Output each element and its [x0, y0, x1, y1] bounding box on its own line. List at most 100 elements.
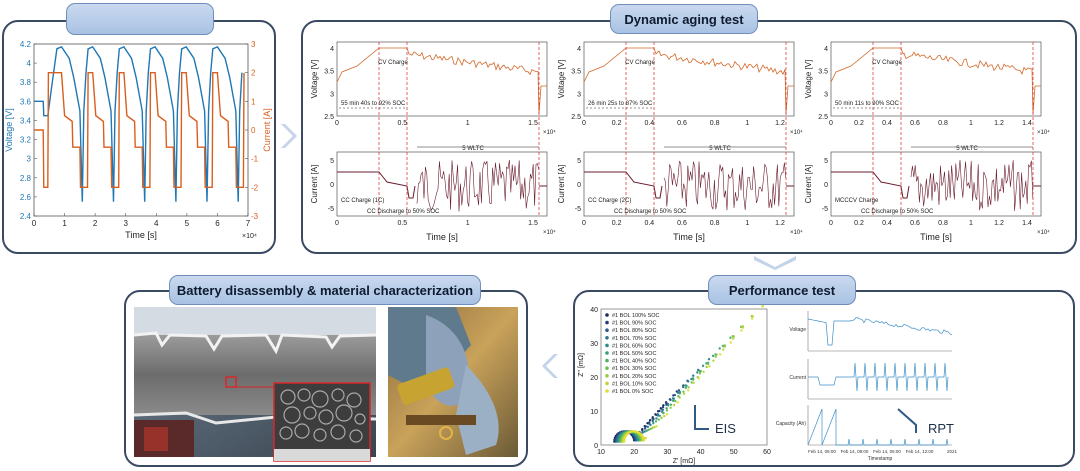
- aging-vx-tick-label: 1.2: [994, 120, 1004, 127]
- eis-data-point: [718, 347, 721, 350]
- rpt-tag: RPT: [928, 421, 954, 436]
- rpt-row-label: Capacity (Ah): [776, 421, 806, 427]
- eis-x-tick-label: 10: [597, 449, 605, 456]
- eis-legend-marker: [605, 381, 609, 386]
- eis-data-point: [711, 354, 715, 358]
- eis-data-point: [684, 386, 687, 390]
- aging-cc-discharge-label: CC Discharge to 50% SOC: [861, 209, 934, 215]
- aging-vx-tick-label: 0: [582, 120, 586, 127]
- eis-data-point: [655, 417, 658, 420]
- aging-cx-tick-label: 1.2: [775, 220, 785, 227]
- aging-test-1: Voltage [V]Current [A]43.532.550-5000.50…: [310, 41, 556, 242]
- sem-inset-image: [273, 382, 371, 462]
- aging-c-tick-label: 5: [824, 158, 828, 165]
- profile-x-tick-label: 7: [246, 219, 251, 228]
- eis-data-point: [669, 403, 673, 406]
- aging-vx-tick-label: 0.8: [938, 120, 948, 127]
- rpt-x-tick-label: Feb 14, 06:00: [808, 449, 836, 454]
- eis-data-point: [682, 390, 685, 393]
- eis-y-tick-label: 10: [590, 409, 598, 416]
- eis-data-point: [658, 414, 662, 417]
- arrow-down-icon: [754, 256, 796, 270]
- aging-v-tick-label: 3: [330, 91, 334, 98]
- profile-left-tick-label: 3.6: [20, 97, 32, 106]
- eis-data-point: [646, 425, 649, 428]
- eis-legend-label: #1 BOL 30% SOC: [612, 366, 656, 372]
- aging-v-tick-label: 2.5: [571, 114, 581, 121]
- eis-legend-marker: [605, 313, 609, 317]
- eis-data-point: [692, 381, 695, 384]
- aging-x-multiplier: ×10⁴: [543, 129, 556, 136]
- aging-voltage-frame: [336, 41, 548, 117]
- profile-left-tick-label: 3.4: [20, 116, 32, 125]
- eis-data-point: [661, 405, 665, 409]
- eis-data-point: [662, 411, 665, 415]
- aging-c-tick-label: 0: [330, 182, 334, 189]
- profile-ylabel-right: Current [A]: [262, 108, 272, 152]
- eis-data-point: [660, 416, 663, 420]
- eis-legend-label: #1 BOL 100% SOC: [612, 313, 660, 319]
- aging-wltc-label: 5 WLTC: [956, 146, 978, 152]
- eis-tag: EIS: [715, 421, 736, 436]
- current-series-line: [34, 72, 245, 189]
- aging-charge-time-label: 50 min 11s to 90% SOC: [835, 101, 900, 107]
- aging-current-frame: [830, 151, 1042, 217]
- disassembly-photo: [388, 307, 518, 457]
- aging-cx-tick-label: 0.8: [710, 220, 720, 227]
- eis-data-point: [732, 335, 735, 338]
- eis-data-point: [669, 398, 672, 402]
- eis-legend-marker: [605, 328, 609, 332]
- eis-data-point: [654, 420, 658, 423]
- eis-data-point: [677, 389, 681, 392]
- eis-data-point: [642, 439, 646, 442]
- eis-legend-marker: [605, 351, 609, 355]
- eis-data-point: [665, 413, 669, 416]
- aging-cc-discharge-label: CC Discharge to 50% SOC: [367, 209, 440, 215]
- aging-current-ylabel: Current [A]: [804, 165, 813, 204]
- eis-legend-marker: [605, 366, 609, 370]
- eis-legend-label: #1 BOL 0% SOC: [612, 389, 653, 395]
- profile-right-tick-label: 1: [251, 97, 256, 106]
- aging-cx-tick-label: 0.4: [644, 220, 654, 227]
- eis-data-point: [643, 430, 646, 433]
- eis-y-tick-label: 20: [590, 375, 598, 382]
- aging-cv-label: CV Charge: [625, 60, 655, 66]
- performance-panel: [573, 290, 1075, 467]
- aging-test-3: Voltage [V]Current [A]43.532.550-5000.20…: [804, 41, 1050, 242]
- eis-legend-marker: [605, 389, 609, 393]
- eis-legend-label: #1 BOL 10% SOC: [612, 381, 656, 387]
- eis-data-point: [662, 404, 665, 407]
- aging-vx-tick-label: 1.2: [775, 120, 785, 127]
- eis-data-point: [663, 414, 666, 418]
- aging-v-tick-label: 3: [577, 91, 581, 98]
- aging-wltc-series: [663, 160, 787, 211]
- eis-data-point: [665, 409, 669, 412]
- eis-data-point: [669, 406, 672, 409]
- eis-x-tick-label: 50: [730, 449, 738, 456]
- eis-data-point: [715, 353, 718, 356]
- rpt-x-tick-label: Feb 14, 09:00: [841, 449, 869, 454]
- profile-chart: 4.2 4 3.8 3.6 3.4 3.2 3 2.8 2.6 2.4 3 2 1 0 -1 -2 -3 0 1 2 3…: [4, 40, 272, 240]
- aging-v-tick-label: 4: [577, 46, 581, 53]
- eis-data-point: [731, 337, 735, 340]
- profile-left-tick-label: 3.2: [20, 136, 32, 145]
- arrow-right-icon: [281, 124, 297, 148]
- eis-x-tick-label: 40: [697, 449, 705, 456]
- aging-x-multiplier: ×10⁴: [1037, 229, 1050, 236]
- aging-v-tick-label: 4: [330, 46, 334, 53]
- eis-data-point: [712, 359, 715, 362]
- eis-data-point: [672, 403, 676, 407]
- aging-c-tick-label: 5: [577, 158, 581, 165]
- aging-cv-label: CV Charge: [378, 60, 408, 66]
- profile-left-tick-label: 4.2: [20, 40, 32, 49]
- disassembly-panel-title: Battery disassembly & material character…: [169, 275, 481, 305]
- eis-plot-frame: [600, 308, 768, 446]
- rpt-row-label: Current: [789, 375, 806, 381]
- eis-data-point: [699, 370, 702, 373]
- eis-y-tick-label: 0: [594, 443, 598, 450]
- eis-data-point: [707, 362, 710, 366]
- eis-legend-label: #1 BOL 40% SOC: [612, 359, 656, 365]
- disassembly-photos: [133, 307, 518, 462]
- eis-data-point: [729, 336, 732, 339]
